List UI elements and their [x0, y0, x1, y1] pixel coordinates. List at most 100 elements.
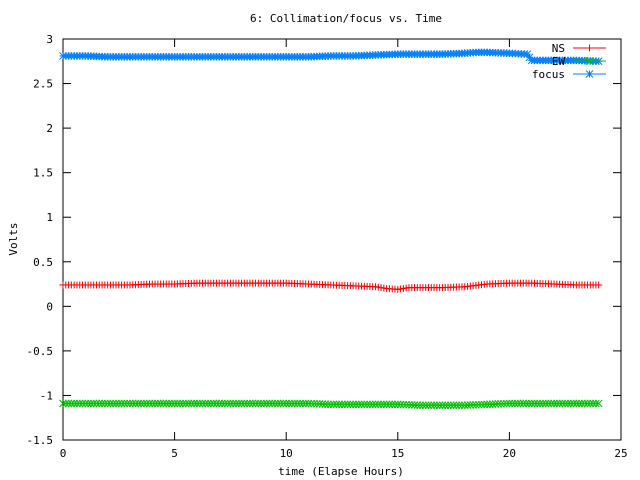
data-point: [95, 399, 104, 408]
data-point: [67, 399, 76, 408]
legend-label-focus: focus: [532, 68, 565, 81]
data-point: [299, 399, 307, 408]
data-point: [329, 400, 338, 409]
data-point: [575, 399, 584, 408]
x-tick-label: 0: [60, 447, 67, 460]
data-point: [159, 399, 168, 408]
data-point: [441, 401, 450, 410]
data-point: [536, 399, 544, 408]
data-point: [265, 399, 274, 408]
data-point: [301, 399, 310, 408]
data-point: [371, 400, 380, 409]
data-point: [516, 399, 525, 408]
data-point: [173, 399, 182, 408]
data-point: [257, 399, 265, 408]
data-point: [360, 400, 369, 409]
data-point: [374, 400, 383, 409]
data-point: [326, 400, 335, 409]
data-point: [209, 399, 218, 408]
data-point: [433, 401, 441, 410]
data-point: [117, 399, 126, 408]
data-point: [190, 399, 198, 408]
y-tick-label: -0.5: [27, 345, 54, 358]
data-point: [561, 399, 570, 408]
data-point: [89, 399, 98, 408]
data-point: [271, 399, 279, 408]
data-point: [343, 400, 352, 409]
data-point: [254, 399, 263, 408]
y-tick-label: 2: [46, 122, 53, 135]
data-point: [525, 399, 533, 408]
data-point: [64, 399, 73, 408]
data-point: [583, 399, 592, 408]
data-point: [106, 399, 115, 408]
y-tick-label: -1.5: [27, 434, 54, 447]
data-point: [388, 400, 397, 409]
data-point: [285, 399, 293, 408]
data-point: [547, 399, 556, 408]
data-point: [276, 399, 285, 408]
data-point: [508, 399, 517, 408]
data-point: [112, 399, 120, 408]
data-point: [324, 400, 332, 409]
data-point: [134, 399, 143, 408]
data-point: [452, 401, 461, 410]
data-point: [243, 399, 251, 408]
data-point: [145, 399, 154, 408]
data-point: [142, 399, 151, 408]
data-point: [181, 399, 190, 408]
data-point: [539, 399, 547, 408]
data-point: [366, 400, 374, 409]
data-point: [513, 399, 522, 408]
data-point: [162, 399, 171, 408]
data-point: [234, 399, 243, 408]
data-point: [170, 399, 179, 408]
x-tick-label: 20: [503, 447, 516, 460]
data-point: [558, 399, 567, 408]
data-point: [248, 399, 257, 408]
data-point: [519, 399, 528, 408]
data-point: [502, 399, 511, 408]
data-point: [335, 400, 344, 409]
data-point: [595, 281, 603, 289]
data-point: [73, 399, 81, 408]
data-point: [131, 399, 140, 408]
data-point: [368, 400, 377, 409]
series-layer: [59, 48, 603, 410]
data-point: [564, 399, 572, 408]
data-point: [592, 399, 600, 408]
data-point: [552, 399, 561, 408]
series-ns: [59, 279, 603, 293]
y-tick-label: 1.5: [33, 167, 53, 180]
data-point: [137, 399, 145, 408]
data-point: [207, 399, 215, 408]
y-tick-label: 0.5: [33, 256, 53, 269]
data-point: [123, 399, 132, 408]
data-point: [290, 399, 299, 408]
data-point: [262, 399, 271, 408]
data-point: [246, 399, 254, 408]
data-point: [84, 399, 92, 408]
data-point: [148, 399, 157, 408]
data-point: [81, 399, 90, 408]
data-point: [379, 400, 388, 409]
legend-label-ew: EW: [552, 55, 566, 68]
data-point: [128, 399, 137, 408]
data-point: [179, 399, 187, 408]
data-point: [589, 399, 597, 408]
legend-label-ns: NS: [552, 42, 565, 55]
data-point: [260, 399, 268, 408]
data-point: [555, 399, 564, 408]
data-point: [332, 400, 341, 409]
chart-title: 6: Collimation/focus vs. Time: [250, 12, 442, 25]
data-point: [424, 401, 433, 410]
x-tick-label: 5: [171, 447, 178, 460]
plot-frame: [62, 38, 622, 441]
data-point: [273, 399, 282, 408]
data-point: [120, 399, 129, 408]
data-point: [218, 399, 226, 408]
data-point: [349, 400, 358, 409]
data-point: [184, 399, 193, 408]
data-point: [530, 399, 539, 408]
